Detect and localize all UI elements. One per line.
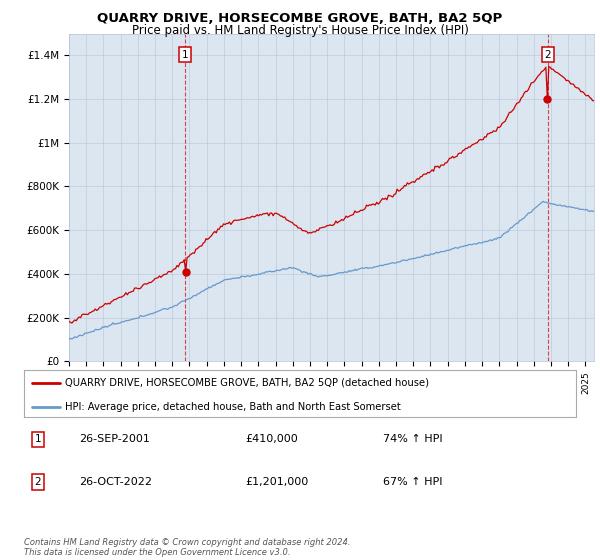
Text: QUARRY DRIVE, HORSECOMBE GROVE, BATH, BA2 5QP: QUARRY DRIVE, HORSECOMBE GROVE, BATH, BA…	[97, 12, 503, 25]
Text: 26-SEP-2001: 26-SEP-2001	[79, 435, 150, 445]
Text: 2: 2	[34, 477, 41, 487]
Text: 1: 1	[182, 50, 188, 60]
Text: Price paid vs. HM Land Registry's House Price Index (HPI): Price paid vs. HM Land Registry's House …	[131, 24, 469, 36]
Text: 67% ↑ HPI: 67% ↑ HPI	[383, 477, 442, 487]
Text: 74% ↑ HPI: 74% ↑ HPI	[383, 435, 442, 445]
Text: Contains HM Land Registry data © Crown copyright and database right 2024.
This d: Contains HM Land Registry data © Crown c…	[24, 538, 350, 557]
Text: 2: 2	[545, 50, 551, 60]
Text: 1: 1	[34, 435, 41, 445]
Text: £410,000: £410,000	[245, 435, 298, 445]
Text: £1,201,000: £1,201,000	[245, 477, 308, 487]
Text: 26-OCT-2022: 26-OCT-2022	[79, 477, 152, 487]
Text: HPI: Average price, detached house, Bath and North East Somerset: HPI: Average price, detached house, Bath…	[65, 402, 401, 412]
Text: QUARRY DRIVE, HORSECOMBE GROVE, BATH, BA2 5QP (detached house): QUARRY DRIVE, HORSECOMBE GROVE, BATH, BA…	[65, 378, 430, 388]
